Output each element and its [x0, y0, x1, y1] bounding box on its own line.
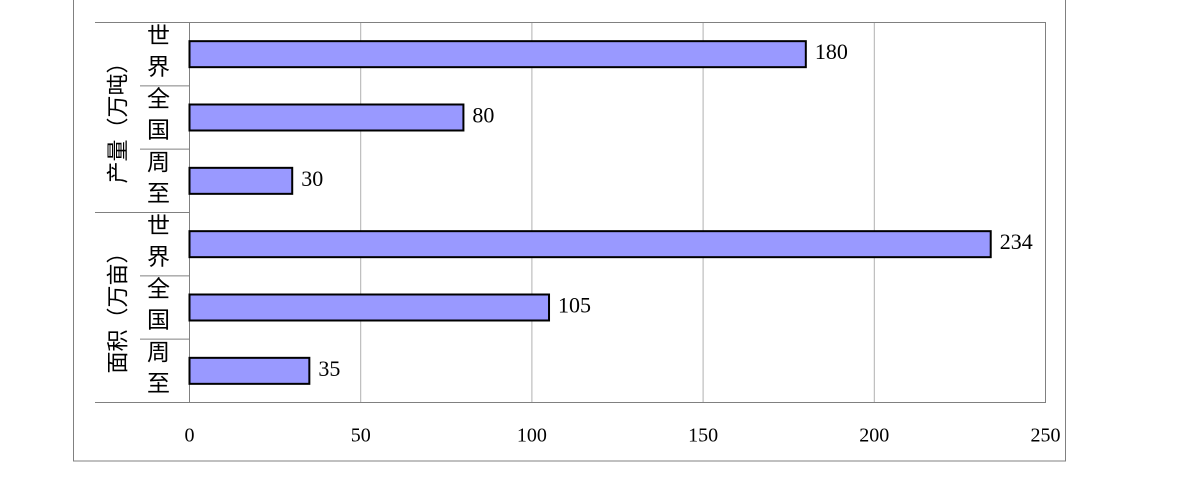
- category-label: 全国: [144, 277, 171, 339]
- bar: [188, 166, 294, 195]
- value-label: 105: [558, 293, 591, 318]
- bar: [188, 40, 807, 69]
- value-label: 180: [815, 39, 848, 64]
- category-label: 世界: [144, 213, 170, 275]
- x-tick-label: 150: [688, 425, 718, 447]
- category-label: 全国: [144, 87, 171, 149]
- value-label: 30: [301, 166, 323, 191]
- bar: [188, 103, 465, 132]
- category-label: 世界: [144, 23, 170, 85]
- x-tick-label: 250: [1031, 425, 1061, 447]
- bar: [188, 230, 992, 259]
- category-label: 周至: [144, 150, 171, 212]
- x-tick-label: 200: [859, 425, 889, 447]
- value-label: 35: [318, 356, 340, 381]
- value-label: 80: [472, 103, 494, 128]
- x-tick-label: 100: [517, 425, 547, 447]
- x-tick-label: 0: [185, 425, 195, 447]
- bar: [188, 293, 551, 322]
- bar: [188, 356, 311, 385]
- value-label: 234: [1000, 229, 1033, 254]
- category-label: 周至: [144, 340, 171, 402]
- group-label: 产量（万吨）: [106, 51, 131, 183]
- x-tick-label: 50: [351, 425, 371, 447]
- group-label: 面积（万亩）: [106, 241, 131, 373]
